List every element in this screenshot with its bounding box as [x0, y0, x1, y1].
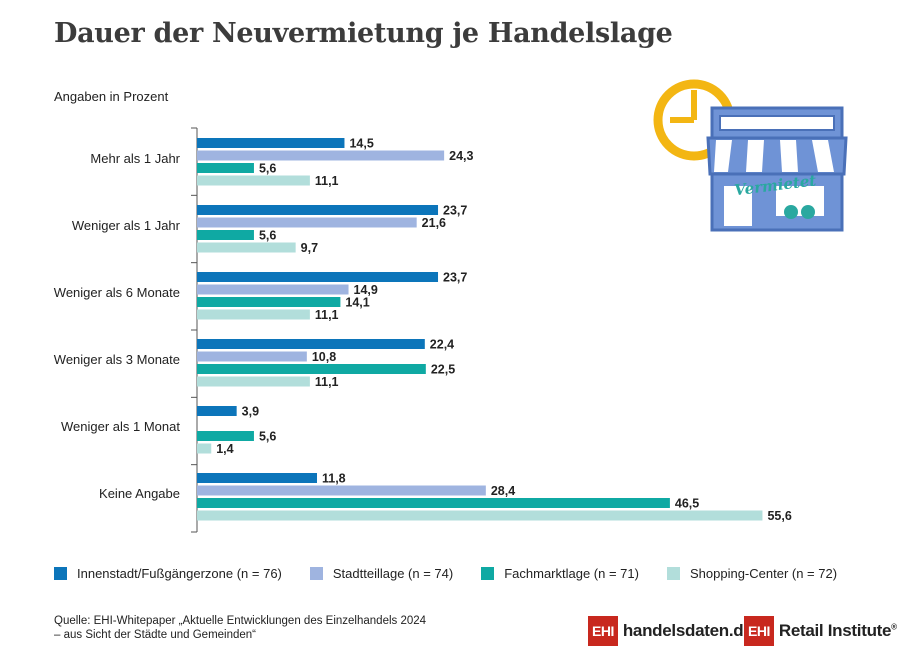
bar: [197, 175, 310, 186]
data-label: 24,3: [449, 149, 473, 163]
data-label: 46,5: [675, 497, 699, 511]
bar: [197, 351, 307, 362]
data-label: 55,6: [767, 509, 791, 523]
data-label: 11,8: [322, 472, 346, 486]
legend-item-stadtteillage: Stadtteillage (n = 74): [309, 566, 454, 581]
data-label: 5,6: [259, 229, 276, 243]
shop-icon: Vermietet: [706, 106, 848, 232]
legend-label: Innenstadt/Fußgängerzone (n = 76): [77, 566, 282, 581]
legend: Innenstadt/Fußgängerzone (n = 76) Stadtt…: [54, 566, 865, 581]
brand-text: Retail Institute®: [779, 621, 897, 641]
brand-box: EHI: [588, 616, 618, 646]
chart-title: Dauer der Neuvermietung je Handelslage: [54, 18, 673, 49]
legend-swatch: [54, 567, 67, 580]
data-label: 22,4: [430, 338, 454, 352]
category-label: Keine Angabe: [99, 486, 180, 501]
bar: [197, 217, 417, 228]
legend-swatch: [309, 567, 323, 580]
bar: [197, 242, 296, 253]
bar: [197, 431, 254, 441]
legend-label: Shopping-Center (n = 72): [689, 566, 838, 581]
bar: [197, 284, 349, 295]
bar: [197, 473, 318, 483]
bar: [197, 297, 341, 307]
data-label: 22,5: [431, 363, 455, 377]
data-label: 11,1: [315, 174, 339, 188]
brand-handelsdaten-logo[interactable]: EHI handelsdaten.de: [588, 616, 753, 646]
bar: [197, 443, 212, 454]
category-label: Weniger als 1 Monat: [61, 419, 180, 434]
bar: [197, 376, 310, 387]
bar-chart: Mehr als 1 Jahr 14,5 24,3 5,6 11,1 Weniger al…: [54, 127, 792, 533]
bar: [197, 339, 425, 349]
brand-box: EHI: [744, 616, 774, 646]
brand-retail-institute-logo[interactable]: EHI Retail Institute®: [744, 616, 897, 646]
bar: [197, 406, 237, 416]
brand-text: handelsdaten.de: [622, 621, 753, 640]
bar: [197, 364, 426, 374]
data-label: 3,9: [242, 405, 259, 419]
shop-clock-illustration: Vermietet: [653, 79, 848, 232]
legend-item-fachmarktlage: Fachmarktlage (n = 71): [481, 566, 639, 581]
legend-label: Fachmarktlage (n = 71): [504, 566, 639, 581]
brand-name: Retail Institute: [778, 621, 892, 640]
bar: [197, 485, 486, 496]
data-label: 10,8: [312, 350, 336, 364]
bar: [197, 150, 445, 161]
registered-mark: ®: [891, 622, 897, 632]
category-label: Weniger als 6 Monate: [54, 285, 180, 300]
data-label: 28,4: [491, 484, 515, 498]
bar: [197, 510, 763, 521]
bar: [197, 309, 310, 320]
data-label: 11,1: [315, 308, 339, 322]
legend-item-shopping-center: Shopping-Center (n = 72): [666, 566, 838, 581]
category-label: Weniger als 1 Jahr: [72, 218, 181, 233]
data-label: 5,6: [259, 162, 276, 176]
category-label: Weniger als 3 Monate: [54, 352, 180, 367]
data-label: 5,6: [259, 430, 276, 444]
legend-swatch: [481, 567, 495, 580]
data-label: 14,9: [354, 283, 378, 297]
data-label: 1,4: [216, 442, 233, 456]
legend-label: Stadtteillage (n = 74): [332, 566, 454, 581]
data-label: 23,7: [443, 204, 467, 218]
legend-item-innenstadt: Innenstadt/Fußgängerzone (n = 76): [54, 566, 282, 581]
bar: [197, 498, 670, 508]
source-note: Quelle: EHI-Whitepaper „Aktuelle Entwick…: [54, 615, 427, 641]
category-label: Mehr als 1 Jahr: [90, 151, 180, 166]
legend-swatch: [666, 567, 680, 580]
chart-subtitle: Angaben in Prozent: [54, 89, 169, 104]
bar: [197, 230, 254, 240]
data-label: 14,1: [345, 296, 369, 310]
data-label: 23,7: [443, 271, 467, 285]
bar: [197, 272, 439, 282]
data-label: 11,1: [315, 375, 339, 389]
bar: [197, 205, 439, 215]
data-label: 21,6: [422, 216, 446, 230]
bar: [197, 138, 345, 148]
data-label: 9,7: [301, 241, 318, 255]
data-label: 14,5: [349, 137, 373, 151]
bar: [197, 163, 254, 173]
